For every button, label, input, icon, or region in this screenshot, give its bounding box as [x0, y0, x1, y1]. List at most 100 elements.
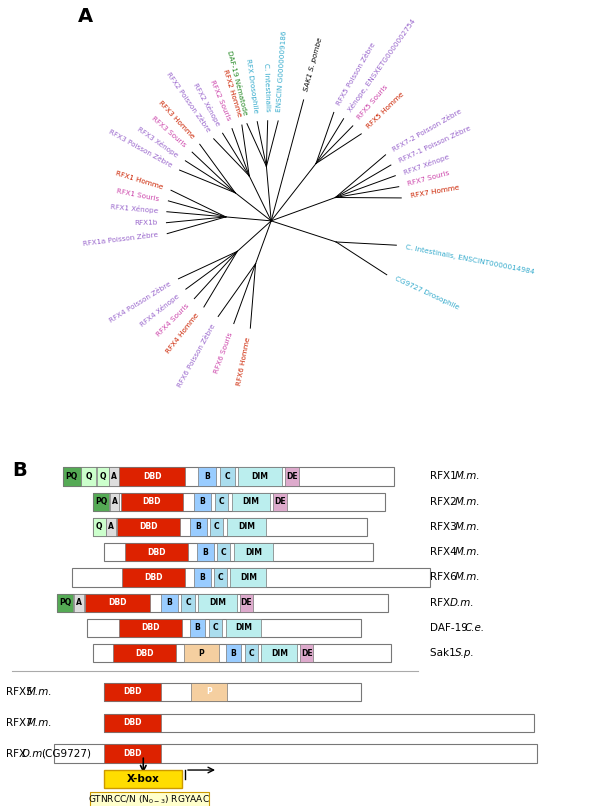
Text: M.m.: M.m. [455, 496, 481, 507]
Bar [226, 644, 241, 663]
Text: PQ: PQ [95, 497, 107, 506]
Bar [214, 568, 227, 587]
Text: RFX6: RFX6 [430, 572, 460, 583]
Bar [184, 644, 219, 663]
Text: D.m.: D.m. [22, 749, 47, 758]
Bar [109, 467, 119, 485]
Text: S.p.: S.p. [455, 648, 475, 659]
Text: RFX7-1 Poisson Zèbre: RFX7-1 Poisson Zèbre [398, 125, 472, 164]
Bar [197, 543, 214, 561]
Bar [104, 713, 161, 732]
Text: DE: DE [274, 497, 286, 506]
Bar [285, 467, 298, 485]
Bar [81, 467, 96, 485]
Text: DBD: DBD [124, 718, 142, 727]
Text: Q: Q [96, 522, 102, 531]
Bar [87, 619, 361, 637]
Text: M.m.: M.m. [455, 472, 481, 481]
Text: B: B [195, 522, 201, 531]
Text: RFX3: RFX3 [430, 522, 460, 532]
Text: DBD: DBD [144, 573, 163, 582]
Text: RFX2: RFX2 [430, 496, 460, 507]
Text: A: A [112, 497, 118, 506]
Text: A: A [108, 522, 114, 531]
Bar [85, 593, 150, 612]
Text: RFX3 Poisson Zèbre: RFX3 Poisson Zèbre [107, 128, 173, 168]
Text: M.m.: M.m. [26, 687, 52, 697]
Bar [93, 492, 385, 511]
Bar [104, 683, 161, 701]
Text: DE: DE [301, 649, 313, 658]
Text: RFX2 Xénope: RFX2 Xénope [192, 81, 221, 127]
Bar [220, 467, 235, 485]
Bar [104, 713, 534, 732]
Text: B: B [167, 598, 173, 607]
Bar [217, 543, 230, 561]
Bar [198, 593, 237, 612]
Text: RFX5: RFX5 [6, 687, 36, 697]
Bar [215, 492, 228, 511]
Text: RFX1 Souris: RFX1 Souris [116, 188, 160, 202]
Bar [57, 593, 73, 612]
Text: C. Intestinalis, ENSCINT0000014984: C. Intestinalis, ENSCINT0000014984 [405, 244, 535, 275]
Bar [57, 593, 388, 612]
Bar [104, 543, 373, 561]
Text: M.m.: M.m. [455, 522, 481, 532]
Text: RFX4 Homme: RFX4 Homme [165, 312, 201, 355]
Bar [104, 770, 182, 788]
Text: RFX2 Souris: RFX2 Souris [209, 79, 231, 122]
Text: DBD: DBD [124, 688, 142, 696]
Text: C: C [248, 649, 254, 658]
Text: RFX7 Homme: RFX7 Homme [410, 185, 459, 199]
Text: C: C [214, 522, 220, 531]
Bar [110, 492, 119, 511]
Bar [119, 619, 182, 637]
Text: B: B [199, 497, 205, 506]
Text: DIM: DIM [209, 598, 226, 607]
Bar [245, 644, 258, 663]
Text: RFX: RFX [430, 597, 453, 608]
Bar [113, 644, 176, 663]
Bar [300, 644, 313, 663]
Text: RFX4: RFX4 [430, 547, 460, 557]
Text: RFX5 Souris: RFX5 Souris [356, 84, 389, 121]
Bar [122, 568, 185, 587]
Text: C: C [213, 623, 219, 633]
Text: DE: DE [241, 598, 253, 607]
Bar [234, 543, 273, 561]
Text: ENSCIN G0000009186: ENSCIN G0000009186 [276, 31, 288, 112]
Text: Sak1: Sak1 [430, 648, 459, 659]
Text: RFX7 Souris: RFX7 Souris [407, 170, 450, 187]
Text: PQ: PQ [59, 598, 71, 607]
Text: DIM: DIM [251, 472, 269, 481]
Text: RFX6 Souris: RFX6 Souris [213, 331, 233, 374]
Bar [93, 517, 367, 536]
Text: DIM: DIM [235, 623, 252, 633]
Bar [97, 467, 109, 485]
Text: RFX7 Xénope: RFX7 Xénope [402, 153, 450, 176]
Bar [210, 517, 223, 536]
Text: DBD: DBD [141, 623, 160, 633]
Text: A: A [111, 472, 117, 481]
Bar [93, 644, 391, 663]
Text: B: B [202, 547, 208, 557]
Text: DIM: DIM [242, 497, 260, 506]
Text: RFX1 Homme: RFX1 Homme [114, 170, 163, 190]
Bar [181, 593, 195, 612]
Bar [190, 619, 205, 637]
Text: A: A [76, 598, 82, 607]
Bar [119, 467, 185, 485]
Bar [230, 568, 266, 587]
Text: RFX2 Homme: RFX2 Homme [222, 69, 242, 117]
Bar [104, 683, 361, 701]
Text: (CG9727): (CG9727) [41, 749, 91, 758]
Bar [90, 791, 209, 806]
Bar [117, 517, 180, 536]
Text: RFX4 Souris: RFX4 Souris [155, 303, 190, 338]
Text: A: A [78, 6, 93, 26]
Text: RFX5 Homme: RFX5 Homme [366, 91, 405, 130]
Text: P: P [198, 649, 204, 658]
Text: RFX4 Xénope: RFX4 Xénope [139, 292, 181, 328]
Bar [209, 619, 222, 637]
Text: RFX6 Homme: RFX6 Homme [236, 337, 251, 386]
